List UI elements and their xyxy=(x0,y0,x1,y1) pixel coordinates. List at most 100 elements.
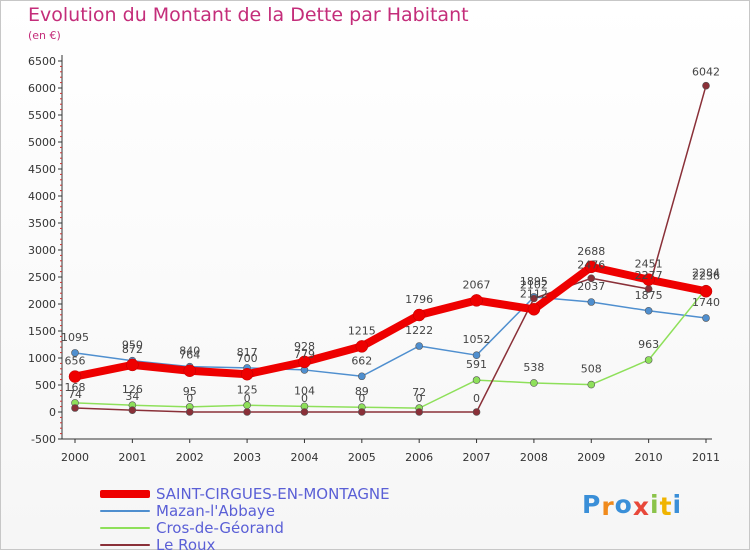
data-point xyxy=(68,370,82,383)
data-label: 2112 xyxy=(520,287,548,300)
x-tick-label: 2008 xyxy=(520,451,548,464)
x-tick-label: 2005 xyxy=(348,451,376,464)
data-point xyxy=(530,379,538,387)
data-point xyxy=(185,408,194,416)
x-tick-label: 2011 xyxy=(692,451,720,464)
x-tick-label: 2004 xyxy=(290,451,318,464)
data-label: 817 xyxy=(237,346,258,359)
y-tick-label: 4500 xyxy=(28,163,56,176)
data-label: 840 xyxy=(179,345,200,358)
data-point xyxy=(587,274,596,283)
data-label: 126 xyxy=(122,383,143,396)
data-label: 872 xyxy=(122,343,143,356)
legend-label: Cros-de-Géorand xyxy=(156,518,284,537)
data-label: 0 xyxy=(358,392,365,405)
data-label: 2067 xyxy=(463,278,491,291)
data-label: 928 xyxy=(294,340,315,353)
data-point xyxy=(530,294,538,303)
x-tick-label: 2003 xyxy=(233,451,261,464)
y-tick-label: -500 xyxy=(31,433,56,446)
data-label: 74 xyxy=(68,388,82,401)
data-point xyxy=(472,376,481,384)
data-label: 0 xyxy=(416,392,423,405)
legend-swatch xyxy=(100,526,150,529)
series-line xyxy=(74,296,707,378)
data-label: 1895 xyxy=(520,275,548,288)
data-label: 779 xyxy=(294,348,315,361)
data-label: 2284 xyxy=(692,267,720,280)
data-point xyxy=(702,314,710,322)
data-point xyxy=(71,349,79,357)
data-point xyxy=(243,408,251,416)
data-label: 2476 xyxy=(577,258,605,271)
data-label: 125 xyxy=(237,383,258,396)
data-point xyxy=(358,408,366,416)
data-label: 591 xyxy=(466,358,487,371)
data-label: 95 xyxy=(183,385,197,398)
data-label: 963 xyxy=(638,338,659,351)
legend-swatch xyxy=(100,509,150,512)
data-point xyxy=(644,306,653,315)
data-label: 2236 xyxy=(692,269,720,282)
data-point xyxy=(644,356,653,364)
data-label: 656 xyxy=(65,355,86,368)
legend-item-saint-cirgues: SAINT-CIRGUES-EN-MONTAGNE xyxy=(100,485,390,503)
data-label: 1740 xyxy=(692,296,720,309)
y-tick-label: 3500 xyxy=(28,217,56,230)
legend-item-cros: Cros-de-Géorand xyxy=(100,518,390,537)
chart-unit: (en €) xyxy=(28,29,61,42)
data-label: 764 xyxy=(179,349,200,362)
y-tick-label: 0 xyxy=(49,406,56,419)
data-label: 950 xyxy=(122,339,143,352)
data-point xyxy=(128,406,137,414)
y-tick-label: 5500 xyxy=(28,109,56,122)
data-label: 34 xyxy=(125,390,139,403)
legend-item-mazan: Mazan-l'Abbaye xyxy=(100,501,390,520)
data-point xyxy=(412,308,426,322)
data-label: 662 xyxy=(351,354,372,367)
legend-swatch xyxy=(100,543,150,546)
data-label: 2277 xyxy=(635,269,663,282)
data-label: 104 xyxy=(294,384,315,397)
data-point xyxy=(470,294,483,307)
y-tick-label: 4000 xyxy=(28,190,56,203)
data-point xyxy=(702,81,710,90)
data-point xyxy=(415,342,423,350)
legend-label: Mazan-l'Abbaye xyxy=(156,501,276,520)
data-point xyxy=(298,355,311,369)
data-label: 2451 xyxy=(635,258,663,271)
data-point xyxy=(415,408,423,416)
y-tick-label: 3000 xyxy=(28,244,56,257)
series-line xyxy=(71,262,710,381)
y-tick-label: 1000 xyxy=(28,352,56,365)
legend-item-le-roux: Le Roux xyxy=(100,536,390,554)
x-tick-label: 2006 xyxy=(405,451,433,464)
data-label: 1052 xyxy=(463,333,491,346)
data-point xyxy=(699,285,713,298)
data-point xyxy=(472,408,481,416)
data-label: 1215 xyxy=(348,324,376,337)
y-tick-label: 6000 xyxy=(28,82,56,95)
data-point xyxy=(472,351,481,359)
data-point xyxy=(126,358,139,372)
data-point xyxy=(71,404,79,412)
y-tick-label: 2500 xyxy=(28,271,56,284)
data-point xyxy=(527,303,541,316)
data-label: 2102 xyxy=(520,278,548,291)
x-tick-label: 2007 xyxy=(463,451,491,464)
y-tick-label: 5000 xyxy=(28,136,56,149)
data-point xyxy=(358,372,366,381)
series-line xyxy=(74,84,707,413)
data-point xyxy=(183,364,196,377)
proxiti-logo: Proxiti xyxy=(582,490,683,521)
data-point xyxy=(585,260,598,274)
data-label: 168 xyxy=(65,381,86,394)
data-label: 0 xyxy=(473,392,480,405)
data-label: 538 xyxy=(523,361,544,374)
data-label: 0 xyxy=(186,392,193,405)
data-label: 508 xyxy=(581,363,602,376)
y-tick-label: 500 xyxy=(35,379,56,392)
chart-title: Evolution du Montant de la Dette par Hab… xyxy=(28,4,469,26)
x-tick-label: 2001 xyxy=(118,451,146,464)
